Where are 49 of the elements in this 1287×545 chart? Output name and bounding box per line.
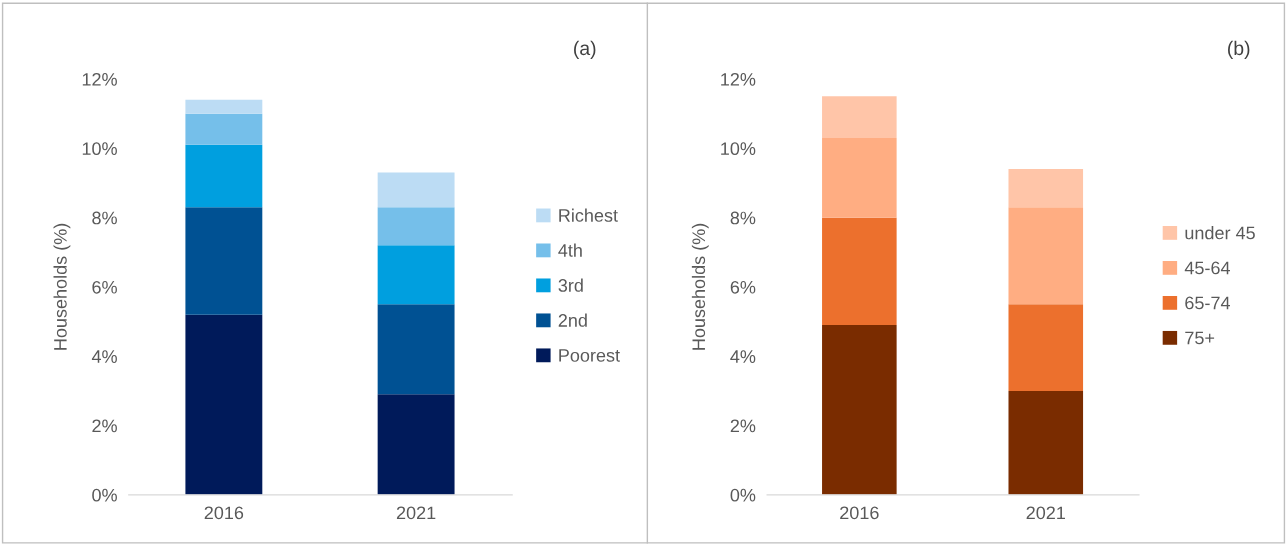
y-tick-label: 0% [730,488,756,502]
bar [185,113,263,145]
bar [377,245,455,305]
y-axis-title: Households (%) [691,223,709,350]
bar [377,394,455,495]
y-axis-title: Households (%) [53,223,71,350]
legend-label: 45-64 [1184,261,1230,275]
bar [1008,207,1084,305]
legend-label: 75+ [1185,331,1215,345]
y-tick-label: 10% [82,142,117,156]
text: (b) [1228,40,1250,59]
text: (a) [574,40,596,59]
x-tick-label: 2016 [204,506,244,520]
bar [185,207,263,315]
bar [822,325,897,495]
legend-label: 3rd [558,278,583,292]
y-tick-label: 2% [92,419,117,433]
x-tick-label: 2021 [1026,506,1065,520]
bar [1008,390,1084,495]
legend-label: 65-74 [1185,296,1230,310]
y-tick-label: 2% [730,419,756,433]
y-tick-label: 10% [721,142,756,156]
y-tick-label: 4% [730,350,756,363]
bar [377,172,455,208]
legend-label: 2nd [558,313,587,327]
bar [822,217,897,326]
bar [377,304,455,395]
x-tick-label: 2021 [396,506,436,520]
y-tick-label: 12% [721,72,756,86]
legend-label: under 45 [1185,226,1255,240]
bar [185,144,263,208]
legend-label: 4th [558,243,582,257]
bar [822,96,897,138]
y-tick-label: 8% [92,211,117,225]
legend-label: Poorest [559,349,620,362]
bar [1008,169,1084,208]
bar [185,99,263,114]
y-tick-label: 4% [91,350,117,363]
bar [1008,304,1084,391]
bar [822,137,897,218]
y-tick-label: 0% [92,488,117,502]
x-tick-label: 2016 [840,506,879,520]
y-tick-label: 6% [92,280,117,294]
bar [377,207,455,246]
legend-label: Richest [559,208,618,222]
bar [185,314,263,495]
y-tick-label: 6% [730,280,756,294]
y-tick-label: 12% [82,72,117,86]
y-tick-label: 8% [730,211,756,225]
